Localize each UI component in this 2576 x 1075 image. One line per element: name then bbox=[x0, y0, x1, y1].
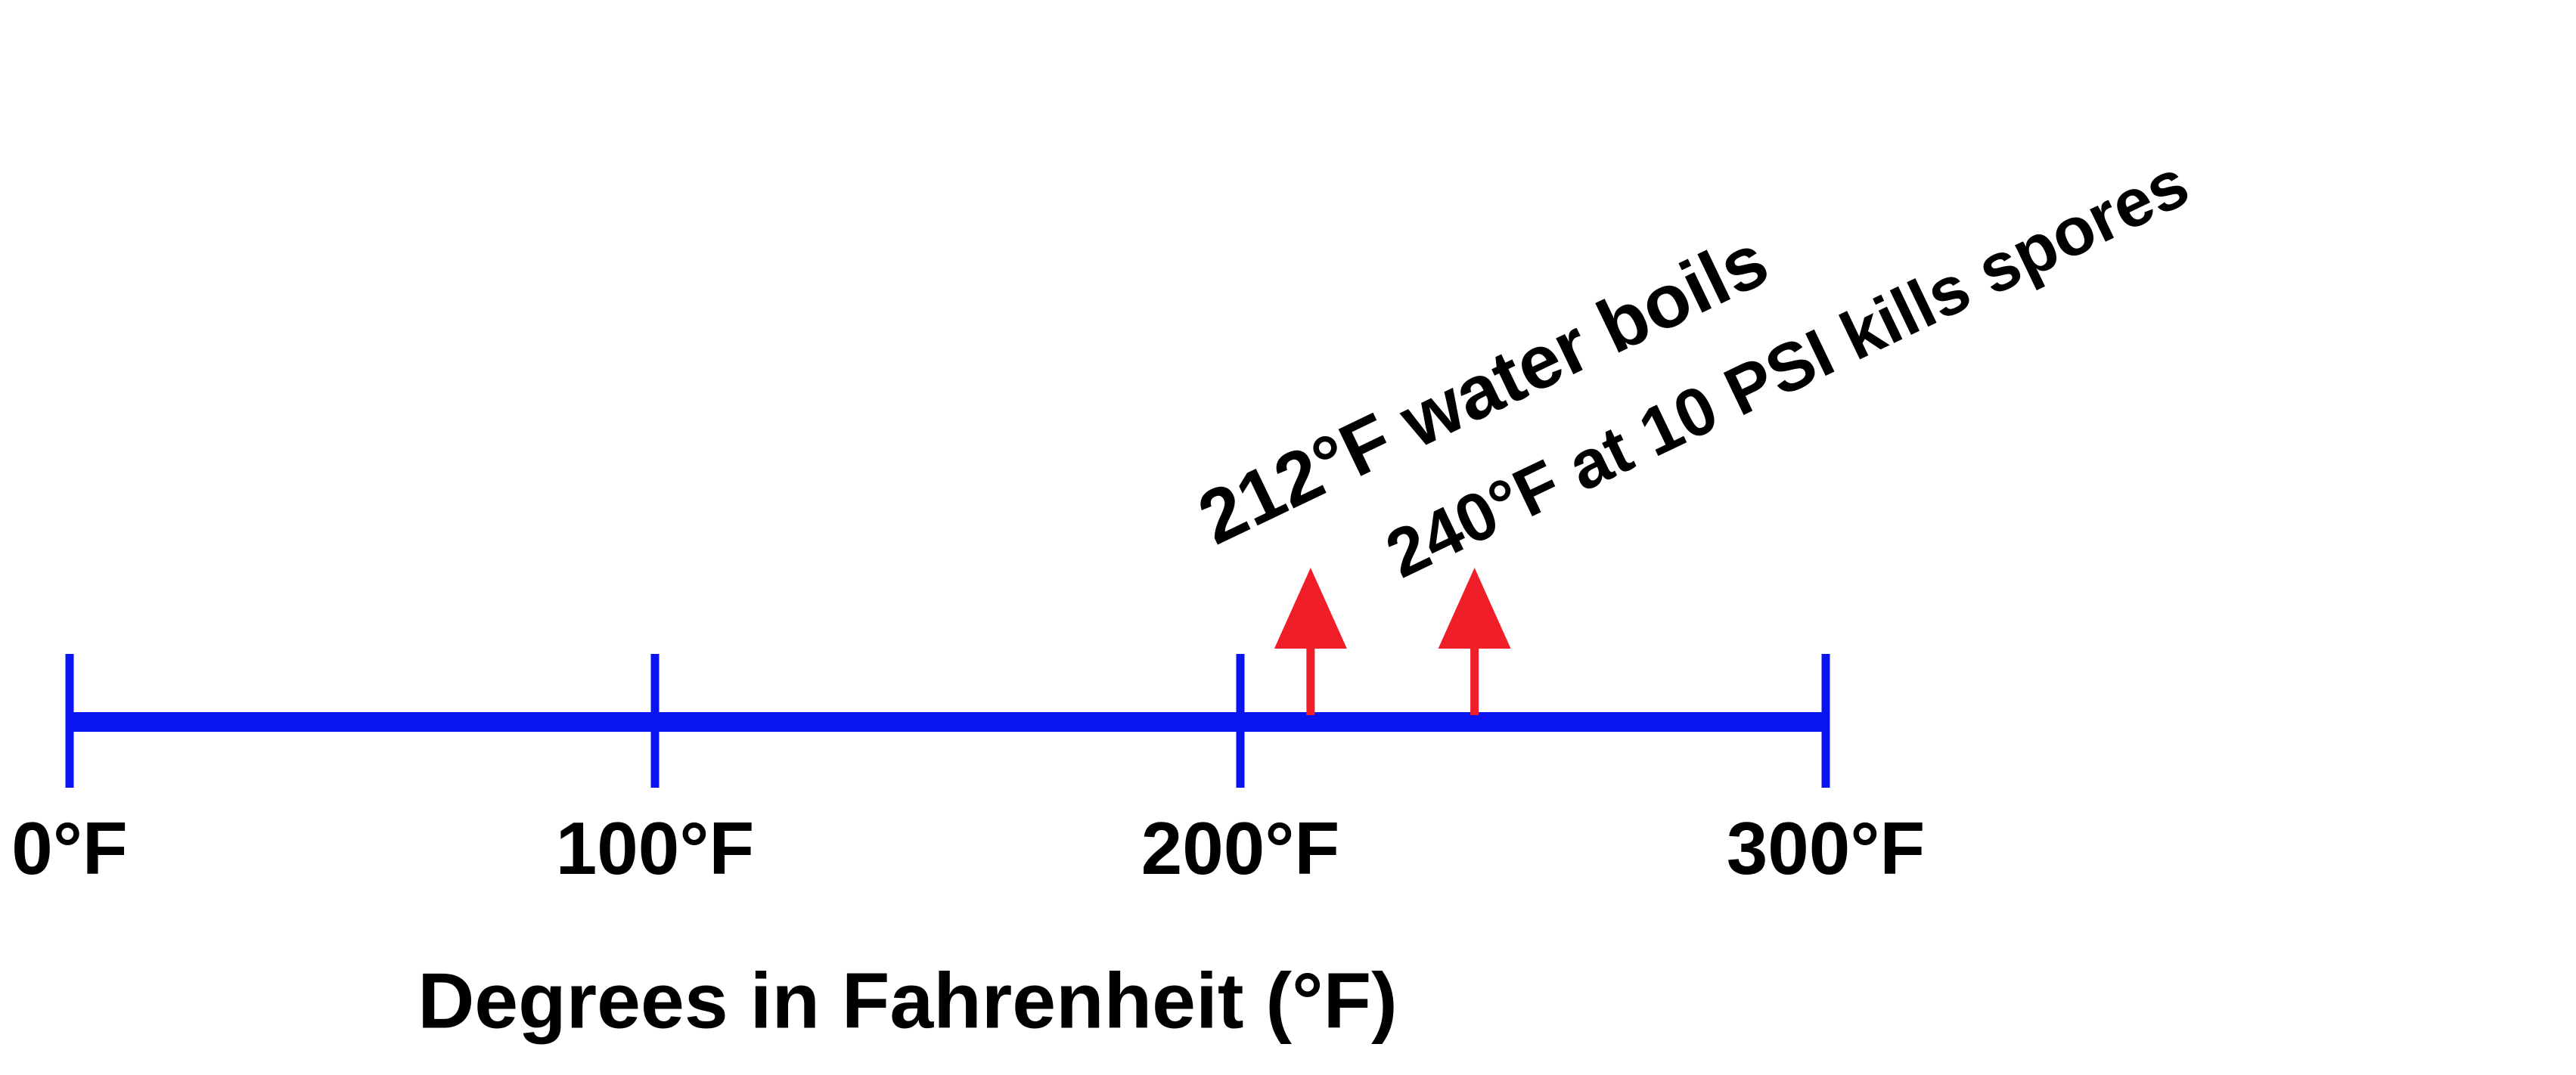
x-tick-label: 100°F bbox=[556, 807, 755, 890]
x-tick-label: 0°F bbox=[11, 807, 128, 890]
x-tick-label: 300°F bbox=[1727, 807, 1926, 890]
x-tick-label: 200°F bbox=[1141, 807, 1340, 890]
x-axis-label: Degrees in Fahrenheit (°F) bbox=[417, 957, 1398, 1045]
arrow-head bbox=[1274, 568, 1347, 649]
arrow-head bbox=[1438, 568, 1511, 649]
